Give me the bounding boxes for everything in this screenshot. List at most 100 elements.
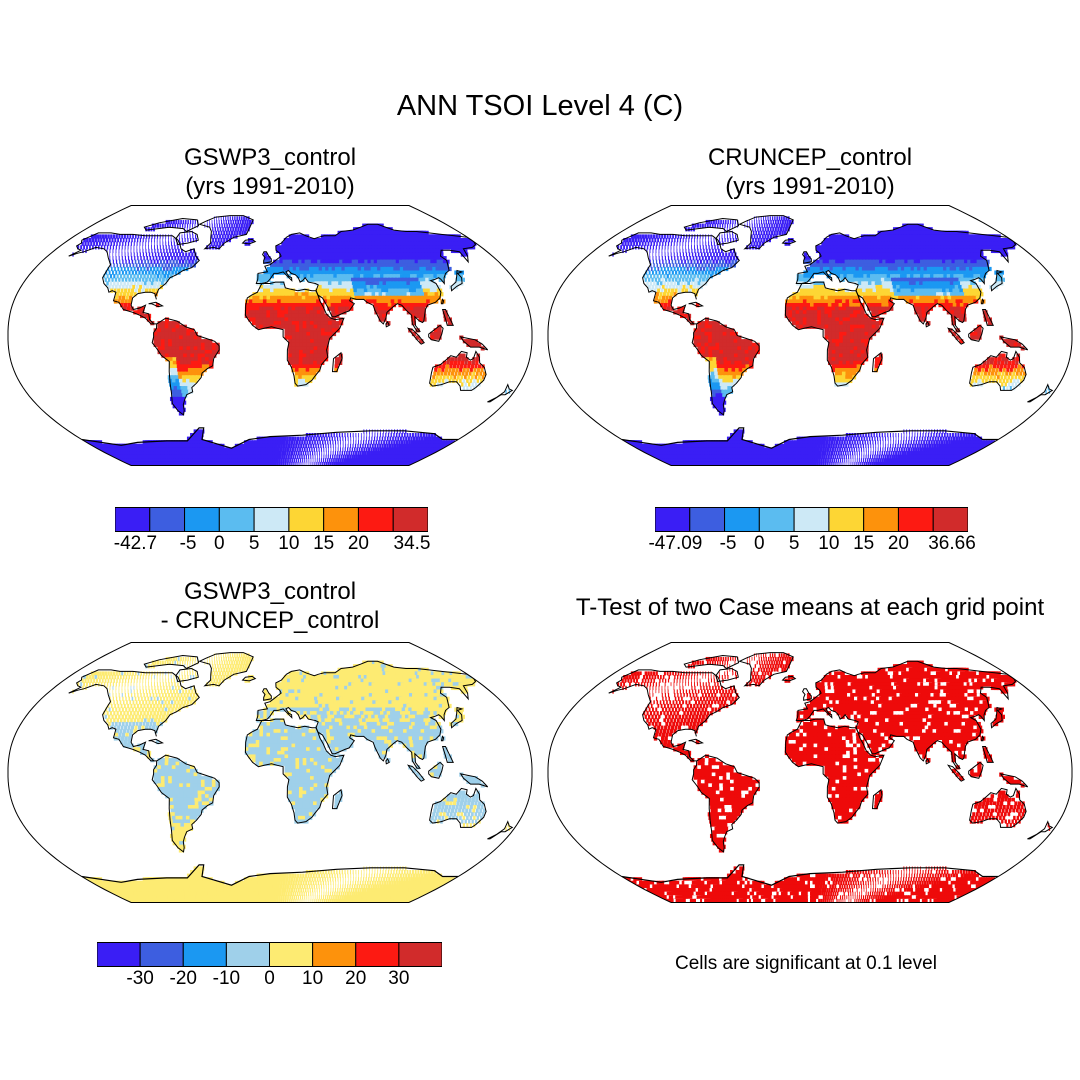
colorbar-tick-label: -5 [179, 533, 197, 554]
colorbar-tick-label: -42.7 [113, 533, 158, 554]
colorbar-tick-label: 20 [347, 533, 370, 554]
colorbar-swatch [863, 507, 899, 532]
coastline-arcticIslands [143, 654, 200, 670]
colorbar-swatch [932, 507, 968, 532]
colorbar-tick-label: -5 [719, 533, 737, 554]
colorbar-tick-label: 20 [887, 533, 910, 554]
ttest-note: Cells are significant at 0.1 level [675, 953, 937, 974]
colorbar-swatch [288, 507, 325, 532]
colorbar-swatch [97, 942, 141, 967]
coastline-uk [262, 688, 272, 701]
colorbar-tick-label: 20 [345, 968, 367, 989]
panel-title-line1: T-Test of two Case means at each grid po… [575, 594, 1045, 621]
coastline-northAmerica [68, 232, 200, 325]
colorbar-swatch [184, 507, 220, 532]
colorbar-tick-label: 15 [853, 533, 875, 554]
colorbar-swatch [225, 942, 271, 967]
map-difference [7, 642, 533, 903]
colorbar-tick-label: 15 [313, 533, 335, 554]
coastlines [68, 215, 514, 449]
coastline-southAmerica [151, 754, 220, 853]
colorbar-swatch [793, 507, 830, 532]
coastline-sriLanka [925, 320, 930, 328]
coastline-australia [969, 787, 1027, 828]
coastline-uk [262, 251, 272, 264]
colorbar-cruncep [655, 507, 968, 532]
coastlines [608, 215, 1054, 449]
coastline-baffin [715, 230, 739, 246]
colorbar-tick-label: 36.66 [928, 533, 976, 554]
coastline-southAmerica [151, 317, 220, 416]
colorbar-swatch [115, 507, 151, 532]
coastline-borneo [428, 324, 444, 342]
coastline-northAmerica [68, 669, 200, 762]
coastline-baffin [715, 667, 739, 683]
colorbar-difference [97, 942, 442, 967]
coastline-sumatra [406, 327, 425, 345]
coastline-iceland [781, 238, 797, 245]
colorbar-swatch [655, 507, 691, 532]
coastline-cuba [148, 738, 165, 745]
coastline-australia [429, 787, 487, 828]
coastline-cuba [688, 738, 705, 745]
colorbar-swatch [897, 507, 934, 532]
colorbar-swatch [149, 507, 186, 532]
colorbar-tick-label: 5 [248, 533, 260, 554]
coastline-taiwan [440, 735, 445, 742]
colorbar-swatch [182, 942, 227, 967]
colorbar-swatch [828, 507, 865, 532]
colorbar-swatch [269, 942, 314, 967]
coastline-antarctica [81, 427, 459, 449]
panel-title-line2: (yrs 1991-2010) [725, 173, 895, 200]
coastline-africa [784, 281, 885, 387]
coastline-iceland [241, 675, 257, 682]
map-grid-cells [72, 216, 511, 466]
coastline-sriLanka [925, 757, 930, 765]
coastline-northAmerica [608, 232, 740, 325]
coastline-cuba [148, 301, 165, 308]
coastline-uk [802, 251, 812, 264]
coastline-sriLanka [385, 320, 390, 328]
coastline-newZealand [1027, 820, 1054, 840]
coastline-eurasia [795, 660, 1017, 769]
coastline-madagascar [871, 788, 883, 810]
coastline-newGuinea [999, 336, 1029, 351]
coastline-arcticIslands [683, 217, 740, 233]
coastline-arcticIslands [683, 654, 740, 670]
colorbar-swatch [357, 507, 394, 532]
coastline-eurasia [255, 223, 477, 332]
colorbar-swatch [218, 507, 255, 532]
colorbar-swatch [312, 942, 357, 967]
coastline-cuba [688, 301, 705, 308]
coastline-philippines [441, 309, 454, 326]
coastline-newGuinea [459, 336, 489, 351]
colorbar-swatch [253, 507, 290, 532]
coastline-australia [969, 350, 1027, 391]
coastline-uk [802, 688, 812, 701]
colorbar-tick-label: 10 [302, 968, 324, 989]
colorbar-gswp3 [115, 507, 428, 532]
panel-title-line2: (yrs 1991-2010) [185, 173, 355, 200]
map-border [7, 205, 533, 466]
coastline-baffin [175, 667, 199, 683]
coastlines [608, 652, 1054, 886]
map-ttest [547, 642, 1073, 903]
coastline-borneo [968, 761, 984, 779]
coastline-southAmerica [691, 317, 760, 416]
colorbar-swatch [355, 942, 400, 967]
coastline-antarctica [81, 864, 459, 886]
colorbar-swatch [323, 507, 359, 532]
map-border [7, 642, 533, 903]
coastline-antarctica [621, 427, 999, 449]
colorbar-tick-label: 34.5 [393, 533, 431, 554]
colorbar-tick-label: 10 [278, 533, 300, 554]
colorbar-tick-label: 0 [264, 968, 275, 989]
coastline-philippines [981, 746, 994, 763]
coastline-sumatra [406, 764, 425, 782]
colorbar-tick-label: 5 [788, 533, 800, 554]
colorbar-tick-label: 0 [754, 533, 765, 554]
coastline-eurasia [255, 660, 477, 769]
coastline-africa [244, 281, 345, 387]
colorbar-swatch [139, 942, 184, 967]
coastline-taiwan [980, 735, 985, 742]
